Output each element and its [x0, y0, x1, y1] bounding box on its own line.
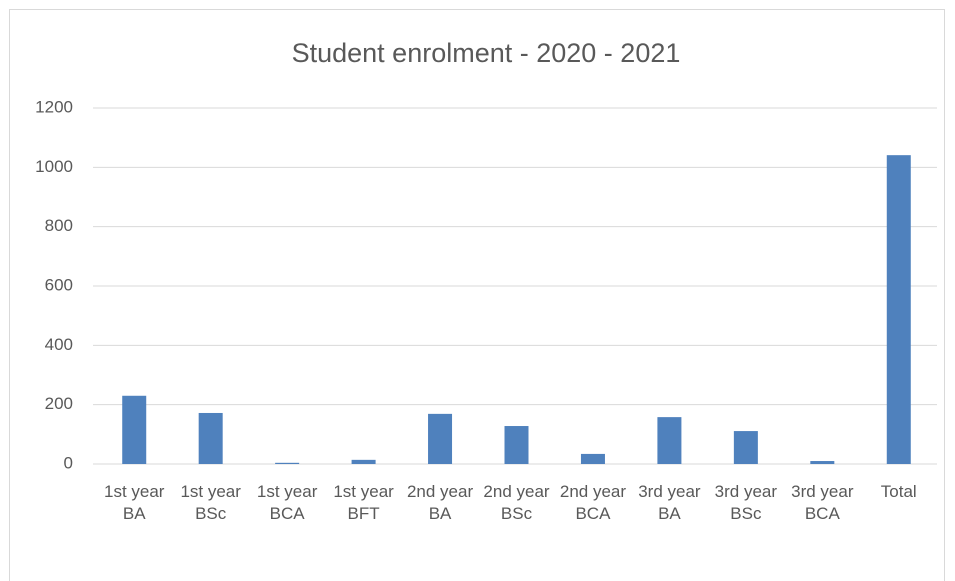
x-tick-label: 1st year BFT [333, 482, 394, 523]
bar [198, 412, 223, 464]
bar [275, 462, 300, 464]
y-tick-label: 400 [45, 335, 73, 354]
bar [122, 395, 147, 464]
chart-title: Student enrolment - 2020 - 2021 [292, 38, 681, 68]
x-tick-label: 3rd year BSc [715, 482, 778, 523]
x-tick-label: 3rd year BCA [791, 482, 854, 523]
x-tick-label: 3rd year BA [638, 482, 701, 523]
chart-frame [9, 9, 945, 581]
bar [657, 417, 682, 464]
bar [580, 453, 605, 464]
y-tick-label: 800 [45, 216, 73, 235]
x-tick-label: 1st year BCA [257, 482, 318, 523]
x-tick-label: 1st year BA [104, 482, 165, 523]
bar [351, 459, 376, 464]
bar [886, 155, 911, 465]
bar [504, 426, 529, 464]
x-tick-label: 1st year BSc [180, 482, 241, 523]
y-tick-label: 200 [45, 394, 73, 413]
bar [428, 413, 453, 464]
x-tick-label: Total [881, 482, 917, 501]
x-tick-label: 2nd year BSc [483, 482, 549, 523]
y-tick-label: 1200 [35, 97, 73, 116]
x-tick-label: 2nd year BA [407, 482, 473, 523]
y-tick-label: 600 [45, 275, 73, 294]
bar [810, 461, 835, 464]
y-tick-label: 0 [64, 453, 73, 472]
x-tick-label: 2nd year BCA [560, 482, 626, 523]
bar [733, 431, 758, 464]
y-tick-label: 1000 [35, 157, 73, 176]
